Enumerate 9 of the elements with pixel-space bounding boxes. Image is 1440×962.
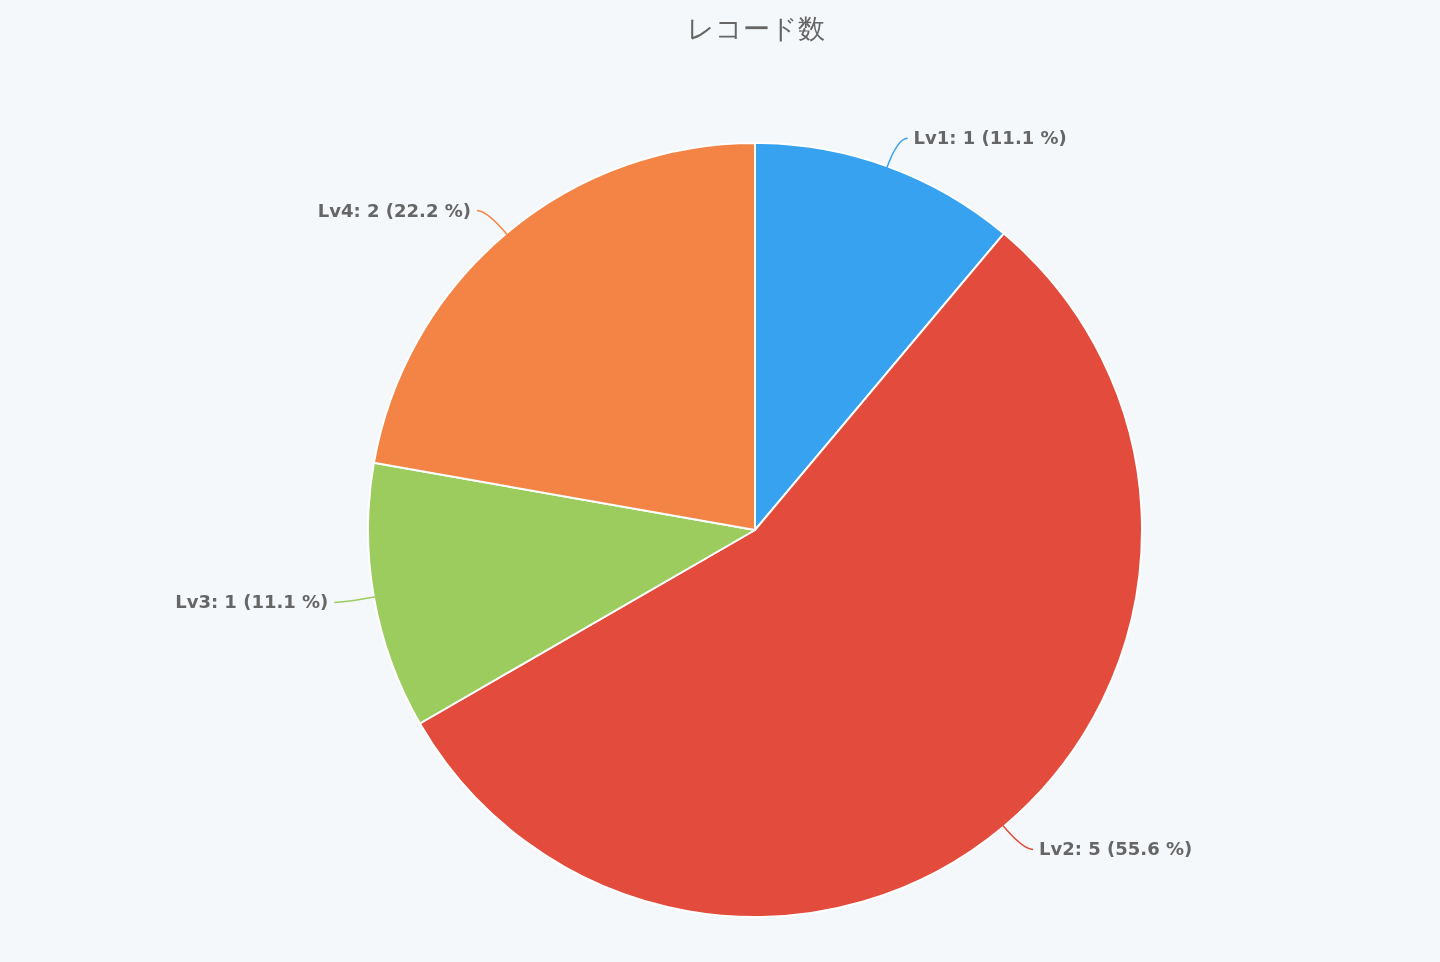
data-label: : 5 (55.6 %) <box>1074 838 1193 860</box>
data-label: : 1 (11.1 %) <box>949 127 1067 149</box>
slice-label: Lv2 <box>1039 838 1075 860</box>
data-label: : 1 (11.1 %) <box>210 591 329 613</box>
slice-label: Lv3 <box>175 591 211 613</box>
chart-title: レコード数 <box>687 13 825 44</box>
slice-label: Lv1 <box>913 127 950 149</box>
data-label: : 2 (22.2 %) <box>353 199 471 221</box>
slice-label: Lv4 <box>317 199 354 221</box>
